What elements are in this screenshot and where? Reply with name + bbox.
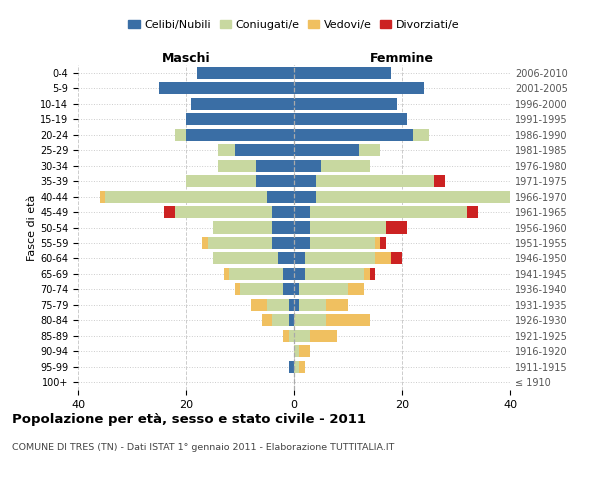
Bar: [294, 82, 424, 94]
Bar: [235, 284, 240, 296]
Bar: [294, 284, 299, 296]
Bar: [294, 98, 397, 110]
Bar: [467, 206, 478, 218]
Bar: [191, 98, 294, 110]
Bar: [364, 268, 370, 280]
Bar: [294, 66, 391, 79]
Bar: [310, 330, 337, 342]
Bar: [175, 206, 272, 218]
Bar: [316, 190, 510, 202]
Bar: [208, 237, 272, 249]
Bar: [294, 113, 407, 125]
Bar: [283, 268, 294, 280]
Bar: [375, 252, 391, 264]
Bar: [267, 299, 289, 311]
Bar: [305, 252, 375, 264]
Text: Femmine: Femmine: [370, 52, 434, 65]
Text: Maschi: Maschi: [161, 52, 211, 65]
Legend: Celibi/Nubili, Coniugati/e, Vedovi/e, Divorziati/e: Celibi/Nubili, Coniugati/e, Vedovi/e, Di…: [124, 16, 464, 34]
Bar: [175, 128, 186, 140]
Bar: [164, 206, 175, 218]
Bar: [186, 175, 256, 187]
Bar: [310, 222, 386, 234]
Bar: [100, 190, 105, 202]
Bar: [321, 160, 370, 172]
Bar: [272, 206, 294, 218]
Bar: [391, 252, 402, 264]
Bar: [224, 268, 229, 280]
Bar: [262, 314, 272, 326]
Bar: [510, 190, 515, 202]
Bar: [370, 268, 375, 280]
Bar: [316, 175, 434, 187]
Bar: [283, 284, 294, 296]
Bar: [299, 361, 305, 373]
Bar: [272, 222, 294, 234]
Bar: [294, 128, 413, 140]
Bar: [294, 346, 299, 358]
Bar: [375, 237, 380, 249]
Bar: [159, 82, 294, 94]
Bar: [289, 314, 294, 326]
Bar: [294, 237, 310, 249]
Bar: [294, 144, 359, 156]
Bar: [251, 299, 267, 311]
Bar: [294, 222, 310, 234]
Bar: [272, 314, 289, 326]
Bar: [289, 330, 294, 342]
Bar: [229, 268, 283, 280]
Bar: [413, 128, 429, 140]
Bar: [310, 237, 375, 249]
Text: Popolazione per età, sesso e stato civile - 2011: Popolazione per età, sesso e stato civil…: [12, 412, 366, 426]
Bar: [299, 299, 326, 311]
Bar: [348, 284, 364, 296]
Bar: [267, 190, 294, 202]
Bar: [218, 144, 235, 156]
Bar: [218, 160, 256, 172]
Bar: [299, 284, 348, 296]
Bar: [380, 237, 386, 249]
Bar: [240, 284, 283, 296]
Bar: [235, 144, 294, 156]
Bar: [289, 299, 294, 311]
Bar: [294, 175, 316, 187]
Bar: [202, 237, 208, 249]
Bar: [310, 206, 467, 218]
Bar: [213, 252, 278, 264]
Bar: [186, 113, 294, 125]
Bar: [294, 299, 299, 311]
Bar: [326, 299, 348, 311]
Bar: [386, 222, 407, 234]
Bar: [294, 330, 310, 342]
Bar: [289, 361, 294, 373]
Bar: [256, 175, 294, 187]
Bar: [213, 222, 272, 234]
Bar: [197, 66, 294, 79]
Bar: [294, 361, 299, 373]
Bar: [283, 330, 289, 342]
Bar: [186, 128, 294, 140]
Bar: [294, 206, 310, 218]
Bar: [278, 252, 294, 264]
Bar: [294, 252, 305, 264]
Bar: [299, 346, 310, 358]
Bar: [326, 314, 370, 326]
Text: COMUNE DI TRES (TN) - Dati ISTAT 1° gennaio 2011 - Elaborazione TUTTITALIA.IT: COMUNE DI TRES (TN) - Dati ISTAT 1° genn…: [12, 442, 394, 452]
Bar: [359, 144, 380, 156]
Bar: [305, 268, 364, 280]
Bar: [434, 175, 445, 187]
Bar: [105, 190, 267, 202]
Bar: [294, 314, 326, 326]
Bar: [256, 160, 294, 172]
Bar: [294, 268, 305, 280]
Bar: [272, 237, 294, 249]
Y-axis label: Fasce di età: Fasce di età: [27, 194, 37, 260]
Bar: [294, 190, 316, 202]
Bar: [294, 160, 321, 172]
